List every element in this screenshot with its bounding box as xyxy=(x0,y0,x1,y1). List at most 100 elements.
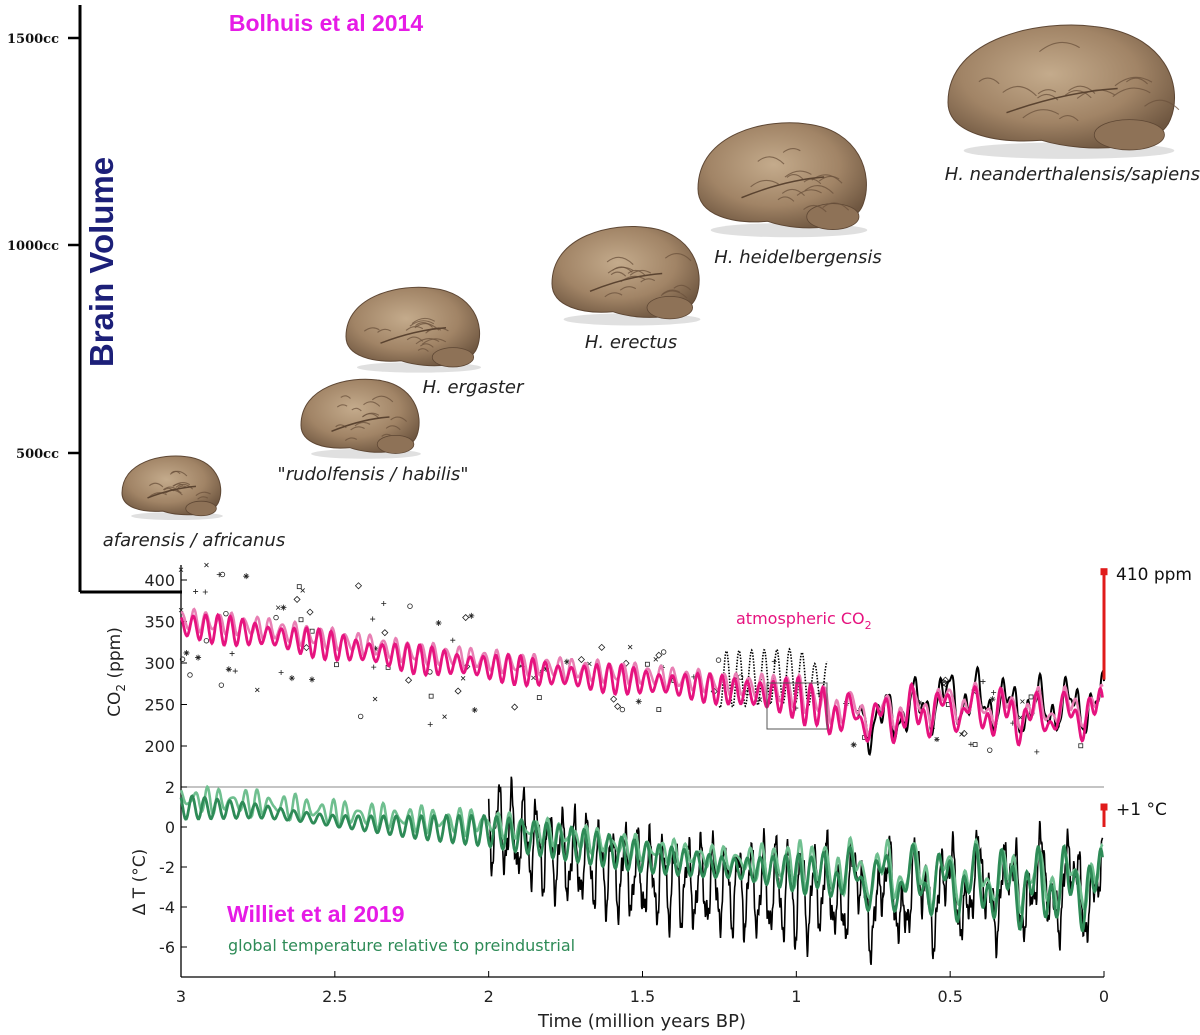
co2-proxy-point xyxy=(273,614,279,621)
co2-endpoint-label: 410 ppm xyxy=(1116,565,1192,585)
co2-proxy-point xyxy=(223,610,229,617)
co2-proxy-point xyxy=(195,654,202,661)
co2-tick-label: 200 xyxy=(144,737,175,756)
co2-proxy-point xyxy=(232,668,238,674)
co2-proxy-point xyxy=(280,604,287,611)
co2-proxy-point xyxy=(960,729,968,738)
co2-proxy-point xyxy=(471,706,478,713)
co2-proxy-point xyxy=(407,603,413,609)
co2-tick-label: 400 xyxy=(144,571,175,590)
brain-markers: afarensis / africanus "rudolfensis / habi… xyxy=(103,24,1200,551)
x-tick-label: 0.5 xyxy=(937,987,962,1006)
brain-marker xyxy=(300,378,421,459)
co2-proxy-point xyxy=(635,698,642,705)
co2-proxy-point xyxy=(715,657,722,663)
co2-panel: 200 250 300 350 400 CO2 (ppm) atmospheric CO… xyxy=(105,562,1192,788)
co2-inset-box xyxy=(766,682,828,730)
co2-proxy-point xyxy=(972,742,978,747)
brain-species-label: H. heidelbergensis xyxy=(714,247,882,268)
temp-annotation: global temperature relative to preindust… xyxy=(228,936,575,955)
brain-marker xyxy=(345,286,482,373)
co2-proxy-point xyxy=(371,664,377,670)
co2-dotted-series xyxy=(718,647,828,710)
brain-marker xyxy=(121,455,223,521)
brain-tick-label: 500cc xyxy=(16,447,59,462)
co2-proxy-point xyxy=(442,714,447,719)
brain-marker xyxy=(551,226,701,326)
brain-species-label: H. neanderthalensis/sapiens xyxy=(945,164,1200,185)
co2-proxy-point xyxy=(357,713,364,720)
co2-proxy-point xyxy=(334,662,339,668)
co2-proxy-point xyxy=(531,675,536,681)
co2-proxy-point xyxy=(183,649,190,656)
temp-tick-label: 0 xyxy=(165,818,175,837)
co2-proxy-point xyxy=(435,619,442,626)
brain-species-label: H. ergaster xyxy=(423,377,525,398)
co2-proxy-point xyxy=(308,676,315,683)
co2-proxy-point xyxy=(655,651,663,659)
co2-proxy-point xyxy=(254,687,260,693)
co2-proxy-point xyxy=(202,589,208,595)
brain-marker xyxy=(947,24,1180,159)
x-tick-label: 1 xyxy=(791,987,801,1006)
co2-proxy-point xyxy=(468,612,475,619)
x-axis-ticks: 3 2.5 2 1.5 1 0.5 0 xyxy=(176,971,1109,1006)
temp-endpoint-label: +1 °C xyxy=(1116,800,1167,820)
co2-proxy-point xyxy=(225,666,232,673)
brain-species-label: H. erectus xyxy=(585,332,677,353)
co2-proxy-point xyxy=(934,736,940,742)
co2-proxy-point xyxy=(653,657,659,662)
co2-proxy-point xyxy=(536,695,542,700)
x-axis-label: Time (million years BP) xyxy=(537,1011,746,1032)
co2-tick-label: 250 xyxy=(144,696,175,715)
co2-proxy-point xyxy=(178,567,184,573)
co2-proxy-point xyxy=(598,643,606,651)
co2-proxy-point xyxy=(1078,743,1084,749)
co2-proxy-point xyxy=(381,629,389,637)
co2-proxy-point xyxy=(610,695,618,703)
co2-proxy-point xyxy=(916,699,923,706)
co2-proxy-point xyxy=(460,676,466,681)
brain-tick-label: 1000cc xyxy=(7,239,59,254)
co2-proxy-point xyxy=(462,613,470,622)
brain-chart-title: Bolhuis et al 2014 xyxy=(229,10,424,36)
co2-proxy-point xyxy=(968,741,974,747)
co2-proxy-point xyxy=(656,707,662,712)
co2-proxy-point xyxy=(980,679,986,685)
co2-tick-label: 350 xyxy=(144,613,175,632)
brain-volume-panel: 1500cc 1000cc 500cc Brain Volume Bolhuis e… xyxy=(7,5,1200,594)
co2-proxy-scatter xyxy=(178,562,1084,755)
co2-proxy-point xyxy=(428,693,434,699)
co2-observed-marker xyxy=(1100,568,1108,576)
co2-series-main xyxy=(179,612,1104,747)
co2-proxy-point xyxy=(278,669,284,675)
co2-proxy-point xyxy=(450,637,456,643)
co2-proxy-point xyxy=(218,682,225,688)
co2-proxy-point xyxy=(179,656,186,662)
temp-tick-label: -6 xyxy=(159,938,175,957)
co2-proxy-point xyxy=(306,608,314,616)
co2-y-axis-label: CO2 (ppm) xyxy=(105,627,128,717)
co2-proxy-point xyxy=(941,676,949,684)
temp-chart-title: Williet et al 2019 xyxy=(227,901,405,927)
temp-y-ticks: -6 -4 -2 0 2 xyxy=(159,778,187,957)
co2-proxy-point xyxy=(850,741,857,748)
x-tick-label: 0 xyxy=(1099,987,1109,1006)
brain-y-ticks: 1500cc 1000cc 500cc xyxy=(7,32,80,462)
co2-proxy-point xyxy=(300,588,305,593)
co2-proxy-point xyxy=(302,644,310,652)
brain-tick-label: 1500cc xyxy=(7,32,59,47)
x-tick-label: 1.5 xyxy=(630,987,655,1006)
temp-tick-label: -2 xyxy=(159,858,175,877)
co2-proxy-point xyxy=(959,732,964,737)
co2-proxy-point xyxy=(309,628,315,634)
co2-proxy-point xyxy=(543,665,550,672)
co2-proxy-point xyxy=(1028,694,1034,700)
co2-proxy-point xyxy=(627,644,633,650)
temp-observed-marker xyxy=(1100,803,1108,811)
co2-proxy-point xyxy=(203,638,210,644)
x-tick-label: 2.5 xyxy=(322,987,347,1006)
temp-tick-label: -4 xyxy=(159,898,175,917)
co2-proxy-point xyxy=(644,661,650,667)
